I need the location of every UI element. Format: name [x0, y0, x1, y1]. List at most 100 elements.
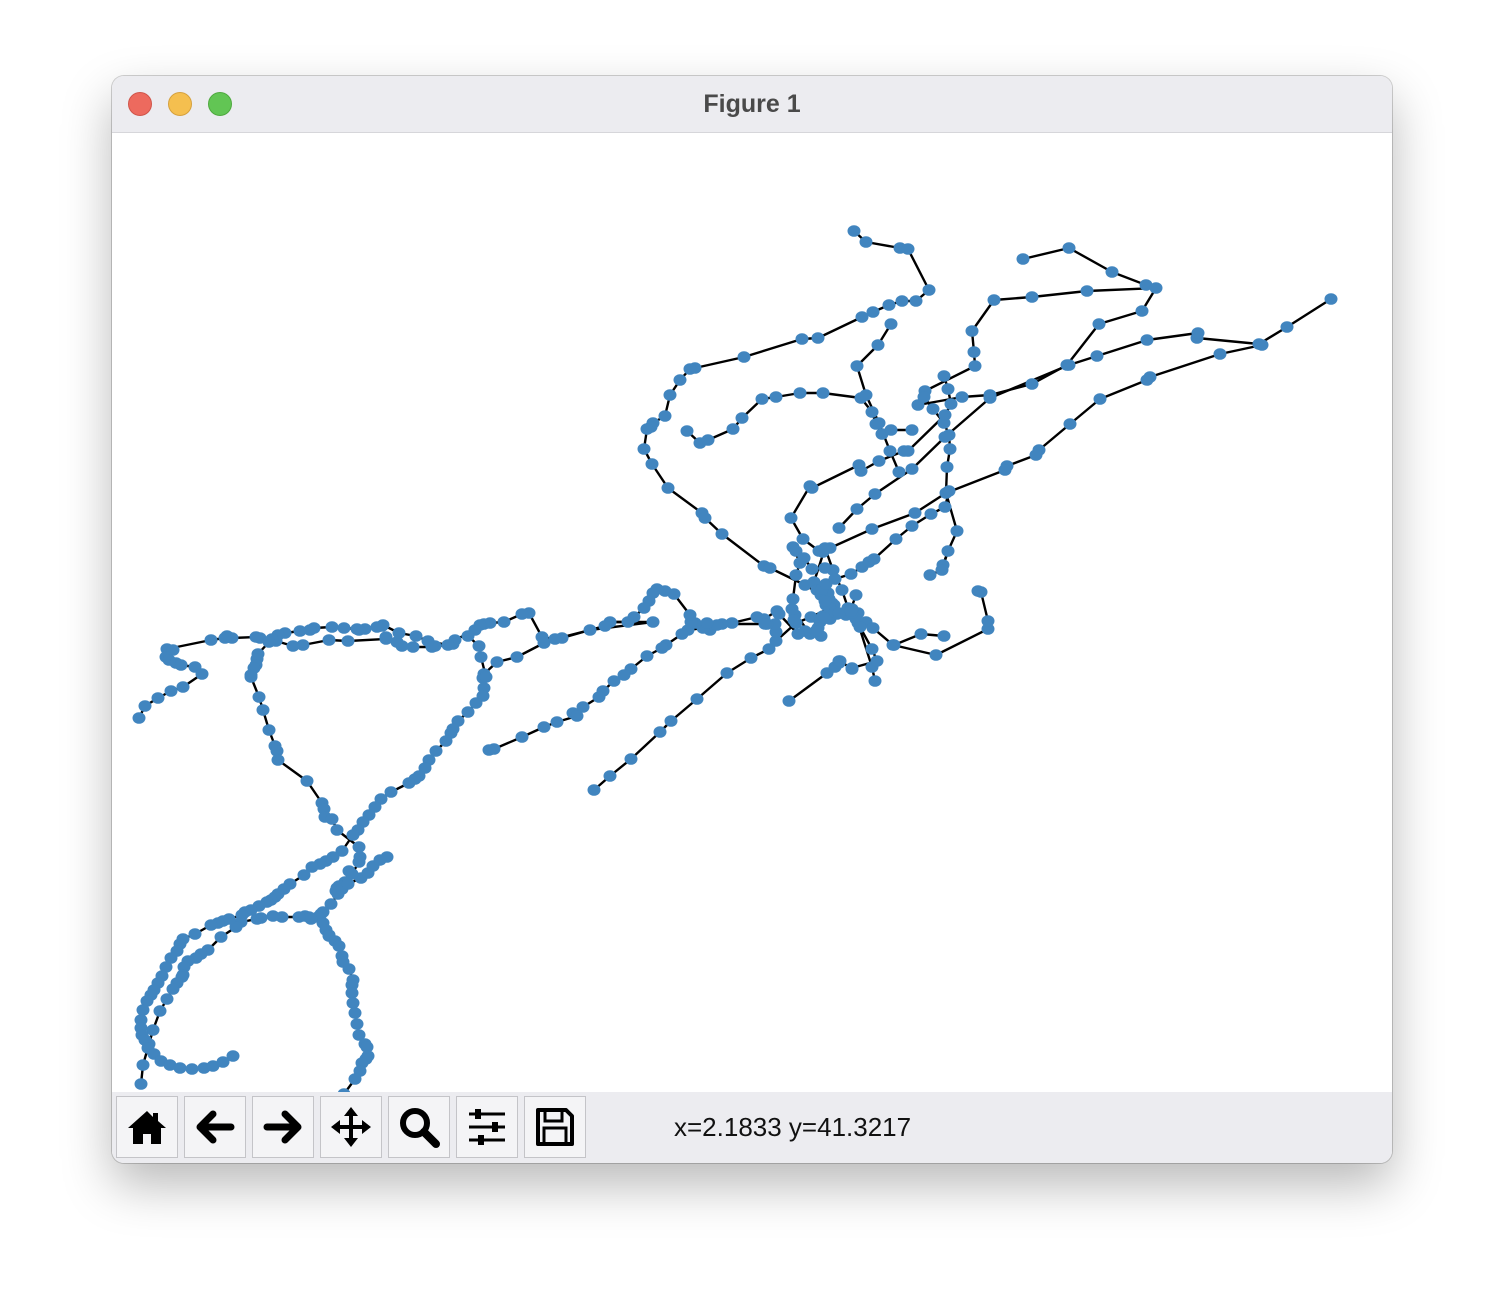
graph-node: [844, 605, 858, 617]
graph-node: [515, 608, 529, 620]
graph-node: [252, 691, 266, 703]
graph-node: [132, 712, 146, 724]
graph-node: [950, 525, 964, 537]
graph-node: [859, 389, 873, 401]
graph-node: [938, 501, 952, 513]
graph-node: [350, 1018, 364, 1030]
configure-subplots-button[interactable]: [456, 1096, 518, 1158]
graph-node: [1191, 327, 1205, 339]
graph-node: [680, 425, 694, 437]
graph-node: [833, 655, 847, 667]
arrow-right-icon: [263, 1110, 302, 1144]
graph-node: [330, 824, 344, 836]
figure-window: Figure 1: [112, 76, 1392, 1163]
graph-node: [607, 675, 621, 687]
graph-node: [943, 443, 957, 455]
plot-canvas[interactable]: [112, 133, 1392, 1092]
graph-node: [640, 423, 654, 435]
graph-node: [341, 635, 355, 647]
back-button[interactable]: [184, 1096, 246, 1158]
graph-node: [1093, 393, 1107, 405]
graph-node: [809, 625, 823, 637]
graph-node: [352, 841, 366, 853]
pan-button[interactable]: [320, 1096, 382, 1158]
graph-node: [1025, 378, 1039, 390]
graph-node: [663, 389, 677, 401]
graph-node: [637, 443, 651, 455]
graph-node: [173, 1062, 187, 1074]
home-button[interactable]: [116, 1096, 178, 1158]
graph-node: [360, 1041, 374, 1053]
graph-node: [297, 869, 311, 881]
graph-node: [968, 360, 982, 372]
graph-node: [348, 1073, 362, 1085]
graph-node: [390, 636, 404, 648]
minimize-window-button[interactable]: [168, 92, 192, 116]
graph-node: [683, 363, 697, 375]
graph-node: [935, 564, 949, 576]
graph-node: [249, 631, 263, 643]
graph-node: [479, 671, 493, 683]
graph-node: [350, 623, 364, 635]
save-button[interactable]: [524, 1096, 586, 1158]
graph-node: [937, 630, 951, 642]
graph-node: [675, 628, 689, 640]
graph-node: [832, 607, 846, 619]
graph-edge-path: [651, 463, 723, 535]
graph-node: [409, 630, 423, 642]
graph-node: [787, 614, 801, 626]
graph-node: [134, 1078, 148, 1090]
window-title: Figure 1: [703, 90, 801, 118]
graph-node: [214, 931, 228, 943]
graph-node: [134, 1014, 148, 1026]
graph-node: [550, 716, 564, 728]
graph-node: [844, 568, 858, 580]
graph-node: [345, 979, 359, 991]
graph-node: [1149, 282, 1163, 294]
zoom-button[interactable]: [388, 1096, 450, 1158]
graph-node: [1140, 374, 1154, 386]
graph-node: [370, 621, 384, 633]
graph-node: [901, 445, 915, 457]
graph-node: [926, 403, 940, 415]
graph-node: [195, 668, 209, 680]
graph-node: [218, 632, 232, 644]
graph-node: [603, 770, 617, 782]
graph-node: [346, 997, 360, 1009]
graph-node: [929, 649, 943, 661]
graph-node: [461, 706, 475, 718]
graph-node: [293, 625, 307, 637]
graph-node: [624, 753, 638, 765]
graph-node: [337, 622, 351, 634]
graph-node: [983, 392, 997, 404]
graph-node: [617, 669, 631, 681]
graph-node: [981, 615, 995, 627]
graph-node: [1105, 266, 1119, 278]
close-window-button[interactable]: [128, 92, 152, 116]
graph-node: [188, 928, 202, 940]
graph-node: [853, 621, 867, 633]
graph-node: [847, 225, 861, 237]
graph-node: [537, 721, 551, 733]
graph-node: [1080, 285, 1094, 297]
graph-node: [300, 775, 314, 787]
graph-node: [1280, 321, 1294, 333]
graph-node: [548, 633, 562, 645]
graph-node: [789, 569, 803, 581]
graph-node: [379, 633, 393, 645]
graph-node: [818, 542, 832, 554]
graph-node: [570, 710, 584, 722]
graph-node: [164, 685, 178, 697]
title-bar: Figure 1: [112, 76, 1392, 133]
navigation-toolbar: x=2.1833 y=41.3217: [112, 1092, 1392, 1163]
maximize-window-button[interactable]: [208, 92, 232, 116]
graph-node: [380, 851, 394, 863]
graph-node: [352, 1029, 366, 1041]
forward-button[interactable]: [252, 1096, 314, 1158]
graph-node: [621, 616, 635, 628]
graph-node: [940, 461, 954, 473]
graph-node: [160, 993, 174, 1005]
graph-node: [865, 406, 879, 418]
graph-node: [797, 552, 811, 564]
graph-node: [789, 545, 803, 557]
